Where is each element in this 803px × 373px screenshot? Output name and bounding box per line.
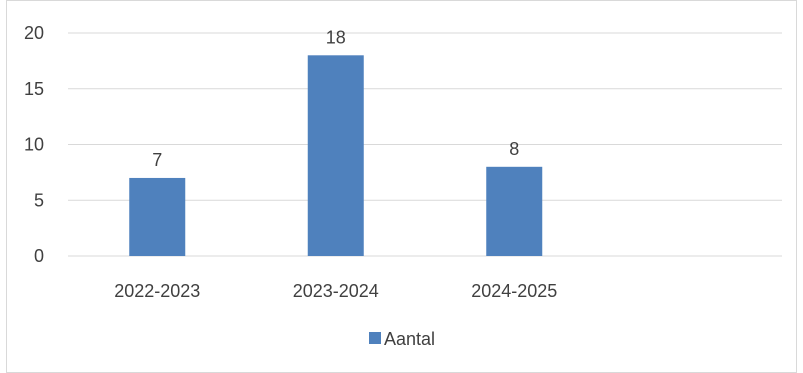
legend: Aantal <box>369 329 435 349</box>
y-tick-label: 0 <box>34 246 44 266</box>
y-tick-label: 5 <box>34 190 44 210</box>
data-labels: 7 18 8 <box>152 27 519 170</box>
data-label: 7 <box>152 150 162 170</box>
y-tick-label: 10 <box>24 135 44 155</box>
y-axis-ticks: 0 5 10 15 20 <box>24 23 44 266</box>
y-tick-label: 20 <box>24 23 44 43</box>
chart-border <box>6 0 797 373</box>
bar-2022-2023 <box>129 177 186 256</box>
legend-swatch <box>369 332 381 344</box>
gridlines <box>68 32 782 257</box>
bars <box>129 55 543 256</box>
x-tick-label: 2024-2025 <box>471 281 557 301</box>
bar-2023-2024 <box>307 55 364 256</box>
x-axis-ticks: 2022-2023 2023-2024 2024-2025 <box>114 281 557 301</box>
x-tick-label: 2022-2023 <box>114 281 200 301</box>
legend-label: Aantal <box>384 329 435 349</box>
y-tick-label: 15 <box>24 79 44 99</box>
x-tick-label: 2023-2024 <box>293 281 379 301</box>
data-label: 8 <box>509 139 519 159</box>
bar-2024-2025 <box>486 166 543 256</box>
data-label: 18 <box>326 27 346 47</box>
